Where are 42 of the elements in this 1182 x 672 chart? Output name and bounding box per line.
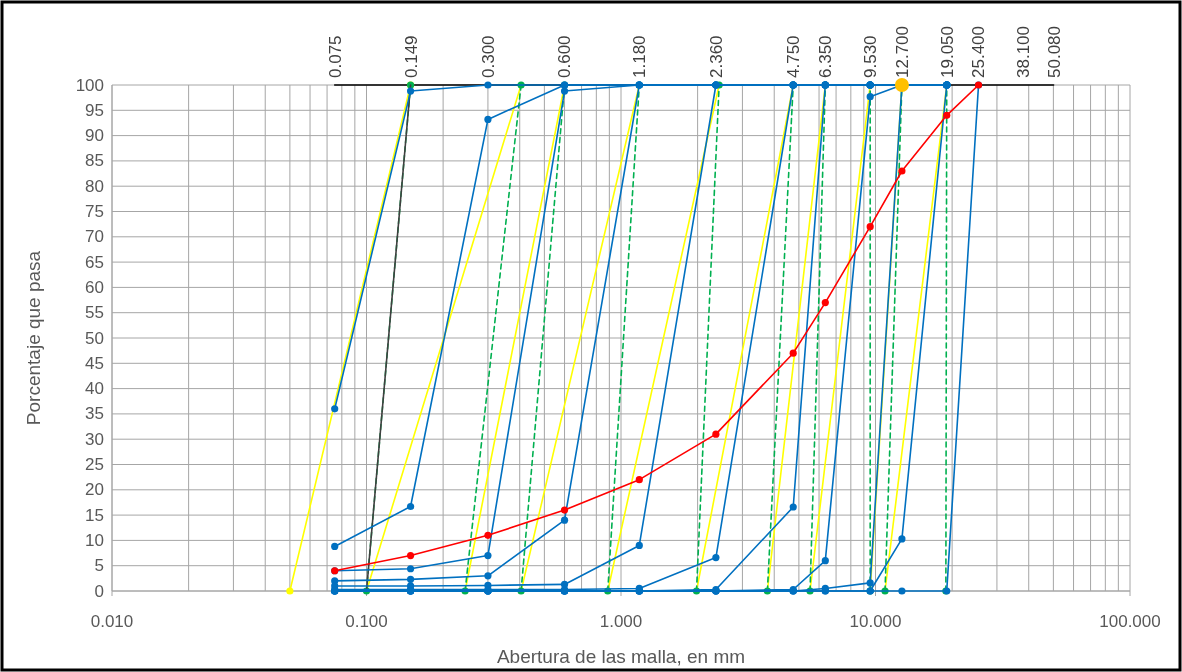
annotation: 0.300 bbox=[478, 35, 498, 78]
annotation: 2.360 bbox=[706, 35, 726, 78]
y-tick-label: 30 bbox=[85, 429, 104, 449]
y-tick-label: 60 bbox=[85, 277, 104, 297]
y-tick-label: 100 bbox=[75, 75, 104, 95]
x-tick-label: 10.000 bbox=[849, 612, 902, 631]
y-tick-label: 55 bbox=[85, 303, 104, 323]
y-tick-label: 95 bbox=[85, 100, 104, 120]
x-axis-title: Abertura de las malla, en mm bbox=[496, 646, 746, 667]
y-tick-label: 65 bbox=[85, 252, 104, 272]
annotation: 25.400 bbox=[969, 26, 989, 78]
y-tick-label: 50 bbox=[85, 328, 104, 348]
annotation: 0.600 bbox=[555, 35, 575, 78]
y-tick-label: 80 bbox=[85, 176, 104, 196]
y-tick-label: 40 bbox=[85, 379, 104, 399]
y-tick-label: 70 bbox=[85, 227, 104, 247]
y-tick-label: 0 bbox=[94, 581, 104, 601]
y-axis-title: Porcentaje que pasa bbox=[22, 250, 44, 426]
x-tick-label: 0.100 bbox=[345, 612, 388, 631]
y-tick-label: 5 bbox=[94, 556, 104, 576]
x-tick-label: 100.000 bbox=[1099, 612, 1161, 631]
y-tick-label: 90 bbox=[85, 126, 104, 146]
annotation: 38.100 bbox=[1014, 26, 1034, 78]
annotation: 4.750 bbox=[784, 35, 804, 78]
y-tick-label: 25 bbox=[85, 455, 104, 474]
x-tick-label: 0.010 bbox=[90, 612, 134, 631]
annotation: 6.350 bbox=[816, 35, 836, 78]
y-tick-label: 75 bbox=[85, 202, 104, 221]
y-tick-label: 35 bbox=[85, 404, 104, 424]
y-tick-label: 10 bbox=[85, 530, 104, 550]
annotation: 9.530 bbox=[861, 35, 881, 78]
annotation: 0.075 bbox=[325, 35, 345, 78]
x-tick-label: 1.000 bbox=[599, 612, 643, 631]
y-tick-label: 20 bbox=[85, 480, 104, 500]
annotation: 12.700 bbox=[892, 26, 912, 78]
y-tick-label: 15 bbox=[85, 505, 104, 525]
annotation: 0.149 bbox=[401, 35, 421, 78]
annotation: 19.050 bbox=[937, 26, 957, 78]
annotation: 1.180 bbox=[630, 35, 650, 78]
annotation: 50.080 bbox=[1044, 26, 1064, 78]
y-tick-label: 45 bbox=[85, 353, 104, 373]
y-tick-label: 85 bbox=[85, 151, 104, 171]
